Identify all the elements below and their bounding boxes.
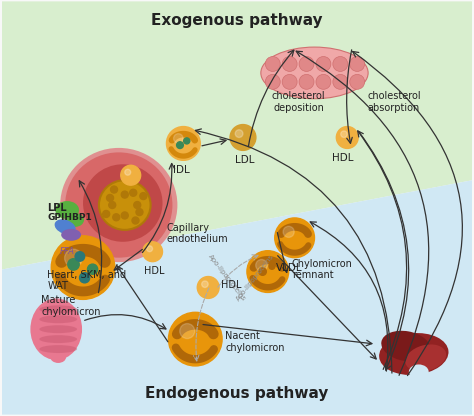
Circle shape bbox=[299, 74, 314, 89]
Ellipse shape bbox=[39, 325, 77, 333]
Ellipse shape bbox=[60, 148, 177, 262]
Polygon shape bbox=[1, 1, 473, 270]
Text: Capillary
endothelium: Capillary endothelium bbox=[166, 223, 228, 245]
Circle shape bbox=[88, 264, 98, 274]
Circle shape bbox=[337, 126, 358, 149]
Ellipse shape bbox=[30, 298, 82, 360]
Ellipse shape bbox=[61, 229, 81, 241]
Text: FFA: FFA bbox=[60, 247, 74, 256]
Circle shape bbox=[180, 324, 195, 339]
Circle shape bbox=[130, 189, 137, 196]
Circle shape bbox=[265, 74, 280, 89]
Circle shape bbox=[64, 249, 82, 267]
Ellipse shape bbox=[39, 305, 77, 313]
Circle shape bbox=[173, 134, 183, 143]
Circle shape bbox=[283, 226, 294, 238]
Circle shape bbox=[333, 74, 348, 89]
Circle shape bbox=[143, 242, 163, 262]
Circle shape bbox=[259, 268, 266, 275]
Circle shape bbox=[68, 259, 79, 270]
Circle shape bbox=[201, 281, 208, 287]
Circle shape bbox=[197, 277, 219, 298]
Circle shape bbox=[184, 138, 190, 144]
Circle shape bbox=[51, 236, 115, 300]
Circle shape bbox=[282, 74, 297, 89]
Text: HDL: HDL bbox=[331, 154, 353, 163]
Text: Exogenous pathway: Exogenous pathway bbox=[151, 13, 323, 28]
Ellipse shape bbox=[381, 338, 443, 374]
Ellipse shape bbox=[261, 47, 368, 99]
Text: HDL: HDL bbox=[144, 265, 165, 276]
Circle shape bbox=[121, 191, 128, 198]
Ellipse shape bbox=[55, 219, 76, 234]
Circle shape bbox=[230, 124, 256, 151]
Circle shape bbox=[121, 165, 141, 185]
Circle shape bbox=[333, 57, 348, 72]
Text: Nacent
chylomicron: Nacent chylomicron bbox=[225, 331, 284, 353]
Text: HDL: HDL bbox=[221, 280, 242, 290]
Circle shape bbox=[269, 263, 275, 269]
Ellipse shape bbox=[39, 345, 77, 353]
Circle shape bbox=[146, 246, 153, 252]
Circle shape bbox=[275, 218, 314, 258]
Ellipse shape bbox=[65, 152, 173, 258]
Text: VLDL: VLDL bbox=[276, 262, 303, 272]
Text: LDL: LDL bbox=[235, 155, 255, 165]
Circle shape bbox=[80, 272, 90, 283]
Circle shape bbox=[341, 131, 347, 137]
Circle shape bbox=[134, 201, 141, 208]
Text: cholesterol
deposition: cholesterol deposition bbox=[272, 91, 325, 113]
Text: IDL: IDL bbox=[173, 165, 190, 175]
Circle shape bbox=[166, 126, 200, 160]
Text: Endogenous pathway: Endogenous pathway bbox=[146, 386, 328, 401]
Ellipse shape bbox=[55, 201, 79, 219]
Circle shape bbox=[282, 57, 297, 72]
Ellipse shape bbox=[39, 335, 77, 343]
Text: Apo-lipoproteins: Apo-lipoproteins bbox=[207, 253, 247, 302]
Text: Chylomicron
remnant: Chylomicron remnant bbox=[292, 259, 353, 280]
Circle shape bbox=[350, 74, 365, 89]
Circle shape bbox=[110, 186, 118, 193]
Circle shape bbox=[247, 251, 289, 292]
Text: LPL: LPL bbox=[47, 203, 67, 213]
Ellipse shape bbox=[405, 344, 446, 371]
Circle shape bbox=[75, 252, 85, 261]
Circle shape bbox=[168, 312, 222, 366]
Polygon shape bbox=[1, 180, 473, 415]
Circle shape bbox=[235, 130, 243, 137]
Text: cholesterol
absorption: cholesterol absorption bbox=[367, 91, 421, 113]
Circle shape bbox=[121, 212, 128, 219]
Ellipse shape bbox=[409, 364, 428, 379]
Ellipse shape bbox=[50, 351, 66, 363]
Circle shape bbox=[299, 57, 314, 72]
Text: GPIHBP1: GPIHBP1 bbox=[47, 213, 92, 223]
Circle shape bbox=[103, 210, 109, 218]
Circle shape bbox=[316, 74, 331, 89]
Circle shape bbox=[136, 208, 143, 215]
Circle shape bbox=[140, 193, 147, 200]
Ellipse shape bbox=[83, 164, 163, 242]
Ellipse shape bbox=[379, 333, 448, 375]
Circle shape bbox=[107, 194, 113, 201]
Circle shape bbox=[265, 57, 280, 72]
Circle shape bbox=[316, 57, 331, 72]
Circle shape bbox=[177, 142, 183, 149]
Circle shape bbox=[132, 217, 139, 224]
Ellipse shape bbox=[99, 180, 151, 230]
Text: Mature
chylomicron: Mature chylomicron bbox=[41, 295, 101, 317]
Circle shape bbox=[109, 201, 116, 208]
Ellipse shape bbox=[381, 331, 430, 362]
Text: Apo-lipoproteins: Apo-lipoproteins bbox=[235, 253, 275, 302]
Circle shape bbox=[113, 214, 120, 221]
Ellipse shape bbox=[39, 315, 77, 323]
Text: Heart, SKM, and
WAT: Heart, SKM, and WAT bbox=[47, 270, 127, 291]
Circle shape bbox=[255, 260, 267, 271]
Circle shape bbox=[125, 169, 131, 175]
Ellipse shape bbox=[66, 213, 84, 227]
Circle shape bbox=[350, 57, 365, 72]
